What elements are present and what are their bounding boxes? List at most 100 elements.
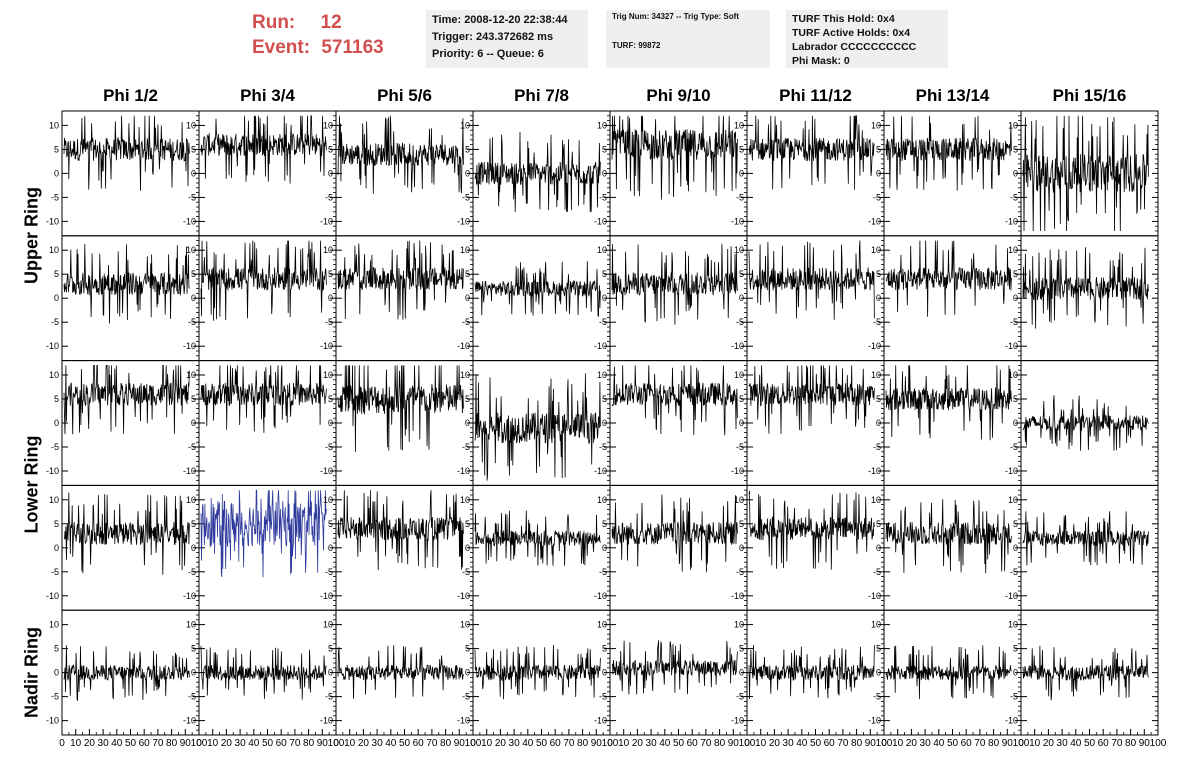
ytick-label-r2-c7-0: 0 (1013, 418, 1018, 428)
ytick-label-r2-c5-10: 10 (734, 370, 744, 380)
ytick-label-r3-c6-0: 0 (876, 543, 881, 553)
labrador-text: Labrador CCCCCCCCCC (792, 41, 917, 53)
waveform-r2-c7 (1022, 395, 1149, 451)
ytick-label-r0-c5-5: 5 (739, 144, 744, 154)
xtick-label-c3-90: 90 (591, 738, 603, 749)
xtick-label-c6-50: 50 (947, 738, 959, 749)
ytick-label-r4-c7-10: 10 (1008, 620, 1018, 630)
xtick-label-c1-40: 40 (248, 738, 260, 749)
phi-mask-text: Phi Mask: 0 (792, 55, 850, 67)
waveform-r0-c4 (611, 115, 738, 200)
xtick-label-c3-80: 80 (577, 738, 589, 749)
run-label: Run: (252, 12, 296, 33)
xtick-label-c0-80: 80 (166, 738, 178, 749)
xtick-label-c1-50: 50 (262, 738, 274, 749)
ytick-label-r2-c1--5: -5 (188, 442, 196, 452)
waveform-r4-c7 (1022, 645, 1149, 701)
phi-title-6: Phi 11/12 (779, 86, 852, 105)
ytick-label-r3-c3-5: 5 (465, 519, 470, 529)
ytick-label-r0-c2-10: 10 (323, 120, 333, 130)
xtick-label-c5-60: 60 (824, 738, 836, 749)
ytick-label-r4-c5-10: 10 (734, 620, 744, 630)
ytick-label-r2-c2-0: 0 (328, 418, 333, 428)
ytick-label-r1-c0-10: 10 (49, 245, 59, 255)
xtick-label-c3-40: 40 (522, 738, 534, 749)
ytick-label-r2-c7-10: 10 (1008, 370, 1018, 380)
ytick-label-r4-c5-0: 0 (739, 668, 744, 678)
ytick-label-r0-c1-0: 0 (191, 168, 196, 178)
ytick-label-r0-c1-5: 5 (191, 144, 196, 154)
xtick-label-c1-70: 70 (289, 738, 301, 749)
xtick-label-c0-10: 10 (70, 738, 82, 749)
ytick-label-r3-c2-0: 0 (328, 543, 333, 553)
ytick-label-r1-c6--10: -10 (868, 341, 881, 351)
event-row: Event: 571163 (252, 35, 384, 60)
xtick-label-c6-100: 100 (1013, 738, 1030, 749)
waveform-r2-c4 (611, 365, 738, 436)
xtick-label-c2-20: 20 (358, 738, 370, 749)
xtick-label-c4-0: 0 (607, 738, 613, 749)
xtick-label-c7-40: 40 (1070, 738, 1082, 749)
ytick-label-r1-c3-10: 10 (460, 245, 470, 255)
xtick-label-c4-80: 80 (714, 738, 726, 749)
ytick-label-r3-c2--10: -10 (320, 591, 333, 601)
panel-frame-r1-c3 (472, 235, 611, 362)
ytick-label-r4-c6-10: 10 (871, 620, 881, 630)
ytick-label-r3-c1--10: -10 (183, 591, 196, 601)
ytick-label-r2-c6--5: -5 (873, 442, 881, 452)
ytick-label-r0-c6-0: 0 (876, 168, 881, 178)
xtick-label-c5-80: 80 (851, 738, 863, 749)
ytick-label-r3-c0-0: 0 (54, 543, 59, 553)
ytick-label-r4-c6-5: 5 (876, 644, 881, 654)
ytick-label-r0-c3--10: -10 (457, 216, 470, 226)
waveform-r4-c0 (63, 645, 190, 702)
xtick-label-c5-30: 30 (783, 738, 795, 749)
xtick-label-c2-30: 30 (372, 738, 384, 749)
ytick-label-r4-c6--10: -10 (868, 716, 881, 726)
ytick-label-r2-c5--5: -5 (736, 442, 744, 452)
ytick-label-r3-c7-0: 0 (1013, 543, 1018, 553)
ytick-label-r1-c4-5: 5 (602, 269, 607, 279)
ytick-label-r1-c5-0: 0 (739, 293, 744, 303)
phi-title-1: Phi 1/2 (103, 86, 158, 105)
ytick-label-r1-c3--5: -5 (462, 317, 470, 327)
ytick-label-r3-c5-5: 5 (739, 519, 744, 529)
run-row: Run: 12 (252, 10, 384, 35)
panel-frame-r2-c4 (609, 360, 748, 486)
ytick-label-r0-c7--10: -10 (1005, 216, 1018, 226)
ytick-label-r0-c6-10: 10 (871, 120, 881, 130)
xtick-label-c2-0: 0 (333, 738, 339, 749)
ytick-label-r2-c4-0: 0 (602, 418, 607, 428)
xtick-label-c7-0: 0 (1018, 738, 1024, 749)
ytick-label-r1-c7--5: -5 (1010, 317, 1018, 327)
ytick-label-r0-c0--5: -5 (51, 192, 59, 202)
ytick-label-r4-c0--5: -5 (51, 692, 59, 702)
ytick-label-r3-c2-5: 5 (328, 519, 333, 529)
ytick-label-r3-c3-0: 0 (465, 543, 470, 553)
xtick-label-c0-60: 60 (139, 738, 151, 749)
ytick-label-r4-c7-0: 0 (1013, 668, 1018, 678)
ytick-label-r3-c7--5: -5 (1010, 567, 1018, 577)
waveform-r1-c1 (200, 240, 327, 321)
ytick-label-r4-c1-0: 0 (191, 668, 196, 678)
ytick-label-r0-c6--10: -10 (868, 216, 881, 226)
waveform-r1-c0 (63, 244, 190, 324)
phi-title-4: Phi 7/8 (514, 86, 569, 105)
xtick-label-c7-50: 50 (1084, 738, 1096, 749)
trig-info-box: Trig Num: 34327 -- Trig Type: Soft TURF:… (606, 10, 770, 68)
ytick-label-r2-c0-0: 0 (54, 418, 59, 428)
xtick-label-c7-20: 20 (1043, 738, 1055, 749)
ytick-label-r2-c4-10: 10 (597, 370, 607, 380)
ytick-label-r0-c5--10: -10 (731, 216, 744, 226)
ytick-label-r0-c1-10: 10 (186, 120, 196, 130)
xtick-label-c3-70: 70 (563, 738, 575, 749)
xtick-label-c3-30: 30 (509, 738, 521, 749)
ytick-label-r1-c5--5: -5 (736, 317, 744, 327)
xtick-label-c2-70: 70 (426, 738, 438, 749)
xtick-label-c7-70: 70 (1111, 738, 1123, 749)
xtick-label-c1-30: 30 (235, 738, 247, 749)
panel-frame-r0-c5 (746, 110, 885, 237)
ytick-label-r2-c3-5: 5 (465, 394, 470, 404)
ytick-label-r4-c3--5: -5 (462, 692, 470, 702)
waveform-r3-c3 (474, 510, 601, 566)
